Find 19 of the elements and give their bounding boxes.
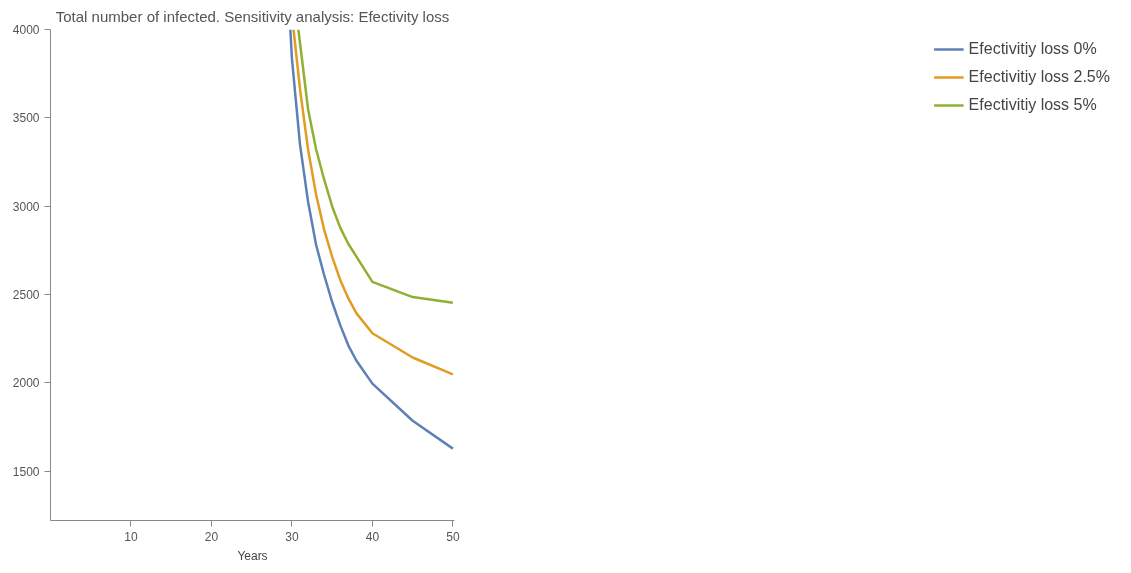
legend-label: Efectivitiy loss 5%: [968, 96, 1097, 114]
y-tick-label: 3500: [12, 111, 40, 126]
line-series: [289, 29, 455, 450]
line-series: [292, 29, 455, 376]
y-tick-label: 2000: [12, 376, 40, 391]
line-series: [297, 29, 455, 304]
x-tick-label: 10: [124, 529, 138, 544]
y-tick-label: 1500: [12, 464, 40, 479]
y-tick-label: 4000: [12, 23, 40, 37]
x-axis-title: Years: [237, 548, 268, 563]
x-tick-label: 40: [365, 529, 380, 544]
chart-title: Total number of infected. Sensitivity analysis: Efectivity loss: [55, 7, 450, 25]
x-tick-label: 30: [285, 529, 299, 544]
x-tick-label: 50: [446, 529, 460, 544]
y-tick-label: 2500: [12, 287, 40, 302]
legend-label: Efectivitiy loss 2.5%: [968, 68, 1110, 86]
x-tick-label: 20: [204, 529, 219, 544]
y-tick-label: 3000: [12, 199, 40, 214]
legend-label: Efectivitiy loss 0%: [968, 40, 1097, 58]
